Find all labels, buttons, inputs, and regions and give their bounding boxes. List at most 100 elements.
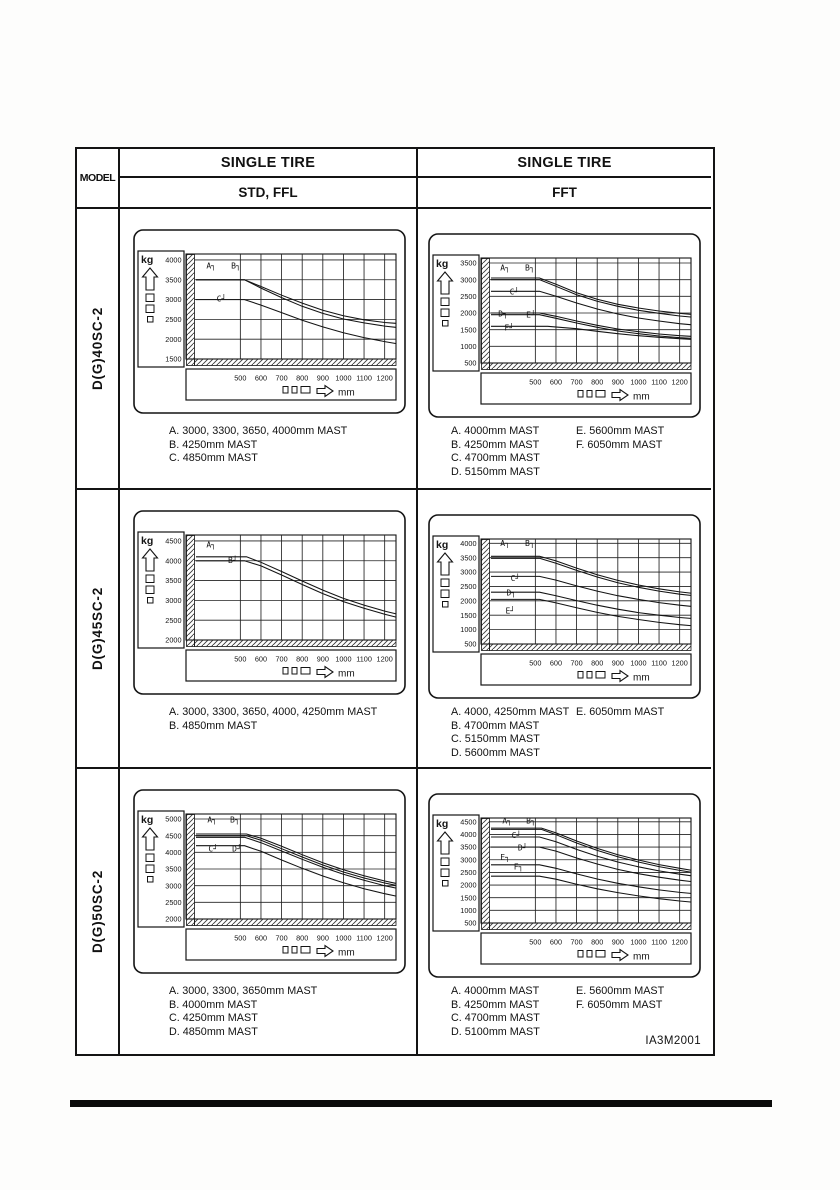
column-title: SINGLE TIRE	[517, 154, 612, 171]
capacity-chart-45-std: kg 4500 4000 3500 3000 2500 2000 A┐ B┘ 500 600 700 8…	[133, 510, 406, 695]
svg-text:800: 800	[296, 655, 308, 664]
legend-line: D. 5100mm MAST	[451, 1025, 540, 1038]
mast-legend: A. 4000mm MAST B. 4250mm MAST C. 4700mm MA…	[451, 425, 540, 479]
svg-text:C┘: C┘	[512, 830, 522, 840]
svg-text:1000: 1000	[460, 906, 476, 915]
svg-text:D┘: D┘	[232, 844, 242, 854]
svg-text:500: 500	[464, 919, 476, 928]
mast-legend: A. 3000, 3300, 3650, 4000, 4250mm MAST B.…	[169, 706, 377, 733]
model-text: D(G)40SC-2	[90, 306, 105, 390]
legend-line: A. 4000mm MAST	[451, 425, 540, 437]
svg-text:4500: 4500	[460, 817, 476, 826]
svg-text:600: 600	[255, 374, 267, 383]
svg-text:2500: 2500	[460, 582, 476, 591]
svg-text:700: 700	[275, 934, 287, 943]
header-subtitle-std-ffl: STD, FFL	[120, 178, 418, 209]
legend-line: B. 4250mm MAST	[451, 998, 540, 1011]
svg-text:B┐: B┐	[231, 261, 241, 271]
svg-text:4000: 4000	[165, 848, 181, 857]
model-label-50sc2: D(G)50SC-2	[77, 769, 120, 1054]
chart-card: kg 4000 3500 3000 2500 2000 1500 A┐ B┐ C┘ 500 600 70…	[133, 229, 406, 414]
svg-text:3000: 3000	[165, 295, 181, 304]
model-text: D(G)50SC-2	[90, 869, 105, 953]
svg-text:kg: kg	[141, 814, 153, 826]
chart-card: kg 4500 4000 3500 3000 2500 2000 1500 1000 500 A┐ B…	[428, 793, 701, 978]
svg-text:900: 900	[317, 655, 329, 664]
chart-cell-40-std: kg 4000 3500 3000 2500 2000 1500 A┐ B┐ C┘ 500 600 70…	[120, 209, 418, 490]
svg-text:1200: 1200	[377, 934, 393, 943]
legend-line: B. 4850mm MAST	[169, 719, 258, 732]
svg-text:1500: 1500	[460, 893, 476, 902]
svg-text:1100: 1100	[356, 374, 372, 383]
svg-text:F┘: F┘	[504, 322, 514, 332]
svg-text:kg: kg	[436, 818, 448, 830]
header-single-tire-std: SINGLE TIRE	[120, 149, 418, 178]
svg-text:1000: 1000	[335, 655, 351, 664]
svg-text:B┐: B┐	[525, 264, 535, 274]
svg-text:3000: 3000	[165, 596, 181, 605]
svg-text:500: 500	[234, 374, 246, 383]
svg-text:1100: 1100	[651, 378, 667, 387]
chart-card: kg 4000 3500 3000 2500 2000 1500 1000 500 A┐ B┐ C┘ D…	[428, 514, 701, 699]
legend-line: A. 3000, 3300, 3650mm MAST	[169, 985, 318, 997]
svg-text:1200: 1200	[672, 378, 688, 387]
svg-text:3500: 3500	[460, 259, 476, 268]
svg-text:3000: 3000	[165, 881, 181, 890]
mast-legend: E. 5600mm MAST F. 6050mm MAST	[576, 425, 664, 452]
chart-card: kg 4500 4000 3500 3000 2500 2000 A┐ B┘ 500 600 700 8…	[133, 510, 406, 695]
svg-text:kg: kg	[436, 539, 448, 551]
svg-text:500: 500	[464, 359, 476, 368]
capacity-chart-45-fft: kg 4000 3500 3000 2500 2000 1500 1000 500 A┐ B┐ C┘ D…	[428, 514, 701, 699]
svg-text:C┘: C┘	[511, 573, 521, 583]
svg-text:700: 700	[275, 374, 287, 383]
mast-legend: A. 4000mm MAST B. 4250mm MAST C. 4700mm MA…	[451, 985, 540, 1039]
svg-text:3500: 3500	[460, 843, 476, 852]
svg-text:A┐: A┐	[206, 261, 216, 271]
svg-text:B┘: B┘	[228, 555, 238, 565]
svg-text:mm: mm	[338, 948, 355, 959]
svg-text:4500: 4500	[165, 831, 181, 840]
svg-text:mm: mm	[338, 388, 355, 399]
svg-text:2500: 2500	[460, 292, 476, 301]
svg-text:600: 600	[550, 378, 562, 387]
model-label-45sc2: D(G)45SC-2	[77, 490, 120, 769]
svg-text:1200: 1200	[672, 938, 688, 947]
legend-line: C. 4850mm MAST	[169, 452, 258, 465]
legend-line: F. 6050mm MAST	[576, 998, 663, 1011]
svg-text:800: 800	[591, 659, 603, 668]
drawing-code: IA3M2001	[645, 1035, 701, 1047]
model-label-40sc2: D(G)40SC-2	[77, 209, 120, 490]
mast-legend: E. 5600mm MAST F. 6050mm MAST	[576, 985, 664, 1012]
model-header-cell: MODEL	[77, 149, 120, 209]
mast-legend: A. 4000, 4250mm MAST B. 4700mm MAST C. 515…	[451, 706, 569, 760]
svg-text:700: 700	[570, 938, 582, 947]
svg-text:1500: 1500	[460, 325, 476, 334]
page-bottom-rule	[70, 1100, 772, 1107]
svg-text:900: 900	[612, 938, 624, 947]
capacity-chart-50-fft: kg 4500 4000 3500 3000 2500 2000 1500 1000 500 A┐ B…	[428, 793, 701, 978]
svg-text:A┐: A┐	[500, 264, 510, 274]
svg-text:1100: 1100	[356, 655, 372, 664]
mast-legend: A. 3000, 3300, 3650mm MAST B. 4000mm MAST…	[169, 985, 317, 1039]
capacity-chart-40-fft: kg 3500 3000 2500 2000 1500 1000 500 A┐ B┐ C┘ D┐ E┘ F…	[428, 233, 701, 418]
load-capacity-table: MODEL SINGLE TIRE SINGLE TIRE STD, FFL F…	[75, 147, 715, 1056]
legend-line: E. 5600mm MAST	[576, 985, 665, 997]
svg-text:3500: 3500	[165, 275, 181, 284]
legend-line: B. 4700mm MAST	[451, 719, 540, 732]
svg-text:700: 700	[275, 655, 287, 664]
legend-line: A. 3000, 3300, 3650, 4000, 4250mm MAST	[169, 706, 378, 718]
svg-text:1200: 1200	[672, 659, 688, 668]
svg-text:F┐: F┐	[514, 862, 524, 872]
svg-text:3000: 3000	[460, 855, 476, 864]
svg-text:1000: 1000	[630, 378, 646, 387]
svg-text:1100: 1100	[651, 659, 667, 668]
svg-text:500: 500	[529, 659, 541, 668]
svg-text:600: 600	[550, 938, 562, 947]
chart-cell-40-fft: kg 3500 3000 2500 2000 1500 1000 500 A┐ B┐ C┘ D┐ E┘ F…	[418, 209, 711, 490]
capacity-chart-40-std: kg 4000 3500 3000 2500 2000 1500 A┐ B┐ C┘ 500 600 70…	[133, 229, 406, 414]
svg-text:D┘: D┘	[518, 843, 528, 853]
svg-text:1500: 1500	[165, 355, 181, 364]
svg-text:B┐: B┐	[526, 816, 536, 826]
column-subtitle: FFT	[552, 185, 577, 200]
chart-cell-45-fft: kg 4000 3500 3000 2500 2000 1500 1000 500 A┐ B┐ C┘ D…	[418, 490, 711, 769]
